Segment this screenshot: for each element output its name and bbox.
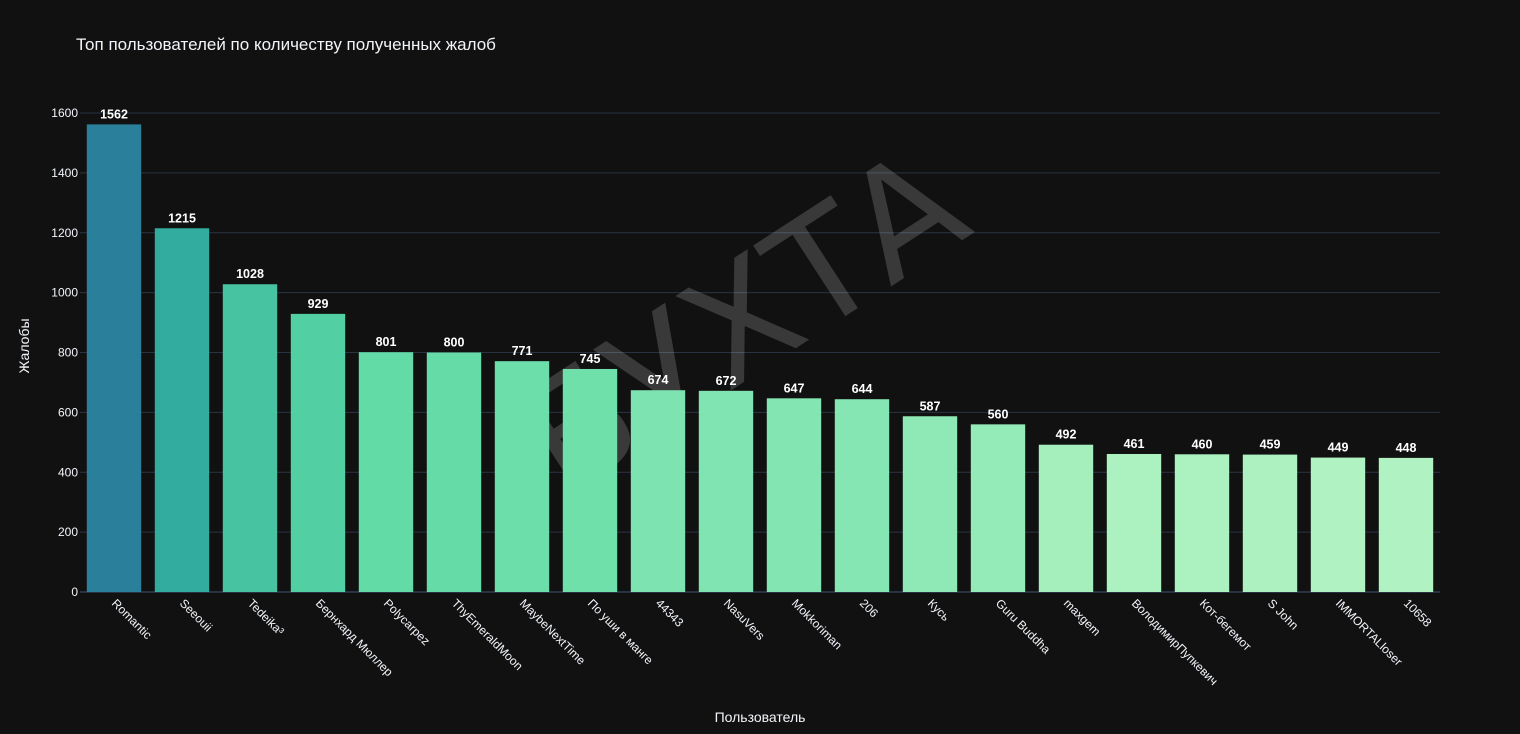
y-tick-label: 0	[71, 585, 78, 599]
x-tick-label: 10658	[1401, 596, 1435, 630]
x-axis-title: Пользователь	[715, 709, 806, 725]
bar	[902, 416, 958, 592]
bar-value-label: 587	[920, 399, 941, 413]
bar	[358, 352, 414, 592]
bar-value-label: 800	[444, 336, 465, 350]
x-axis-ticks: Romantic Seeouii Tedeika³ Бернхард МюллерPo…	[109, 596, 1435, 688]
y-tick-label: 1000	[51, 286, 78, 300]
y-tick-label: 200	[58, 525, 78, 539]
bar	[1378, 457, 1434, 592]
bar	[834, 399, 890, 592]
x-tick-label: Tedeika³	[245, 596, 287, 638]
bar-value-label: 560	[988, 407, 1009, 421]
bar	[1106, 453, 1162, 592]
y-tick-label: 1400	[51, 166, 78, 180]
bar-value-label: 1562	[100, 107, 128, 121]
bar-value-label: 801	[376, 335, 397, 349]
bar-value-label: 929	[308, 297, 329, 311]
x-tick-label: 206	[857, 596, 881, 620]
bar	[494, 361, 550, 592]
y-tick-label: 1600	[51, 106, 78, 120]
bar	[698, 390, 754, 592]
y-tick-label: 600	[58, 405, 78, 419]
y-tick-label: 400	[58, 465, 78, 479]
bar	[290, 313, 346, 592]
bar-value-label: 745	[580, 352, 601, 366]
bar	[1242, 454, 1298, 592]
bar-value-label: 1028	[236, 267, 264, 281]
x-tick-label: Guru Buddha	[993, 596, 1054, 657]
x-tick-label: ThyEmeraldMoon	[449, 596, 526, 673]
x-tick-label: Polycarpez	[381, 596, 433, 648]
y-axis-ticks: 0 200 400 600 800 1000 1200 1400 1600	[51, 106, 78, 599]
bar-value-label: 674	[648, 373, 669, 387]
bar-value-label: 672	[716, 374, 737, 388]
bar	[1310, 457, 1366, 592]
bar-value-label: 460	[1192, 437, 1213, 451]
bar-value-label: 644	[852, 382, 873, 396]
x-tick-label: Mokkoriman	[789, 596, 845, 652]
bars	[86, 124, 1434, 592]
x-tick-label: Seeouii	[177, 596, 215, 634]
bar	[222, 284, 278, 592]
bar	[86, 124, 142, 592]
bar-value-label: 771	[512, 344, 533, 358]
bar-value-label: 448	[1396, 441, 1417, 455]
x-tick-label: По уши в манге	[585, 596, 656, 667]
x-tick-label: Romantic	[109, 596, 155, 642]
bar-value-label: 459	[1260, 438, 1281, 452]
bar-value-label: 449	[1328, 441, 1349, 455]
x-tick-label: MaybeNextTime	[517, 596, 589, 668]
x-tick-label: Кот-бегемот	[1197, 596, 1255, 654]
x-tick-label: 44343	[653, 596, 687, 630]
y-axis-title: Жалобы	[16, 318, 32, 373]
bar-value-label: 647	[784, 381, 805, 395]
bar-value-labels: 1562 1215 1028 929 801 800 771 745 674 672 647 644 5…	[100, 107, 1416, 455]
bar	[154, 228, 210, 592]
x-tick-label: maxgem	[1061, 596, 1103, 638]
x-tick-label: Кусь	[925, 596, 953, 624]
bar	[630, 390, 686, 592]
y-tick-label: 800	[58, 346, 78, 360]
bar	[970, 424, 1026, 592]
y-tick-label: 1200	[51, 226, 78, 240]
bar	[426, 352, 482, 592]
bar	[1174, 454, 1230, 592]
x-tick-label: NasuVers	[721, 596, 768, 643]
bar-value-label: 461	[1124, 437, 1145, 451]
bar-value-label: 1215	[168, 211, 196, 225]
bar	[562, 368, 618, 592]
x-tick-label: S John	[1265, 596, 1301, 632]
x-tick-label: IMMORTALloser	[1333, 596, 1405, 668]
bar-value-label: 492	[1056, 428, 1077, 442]
bar	[1038, 444, 1094, 592]
bar	[766, 398, 822, 592]
chart-title: Топ пользователей по количеству полученн…	[76, 35, 496, 54]
